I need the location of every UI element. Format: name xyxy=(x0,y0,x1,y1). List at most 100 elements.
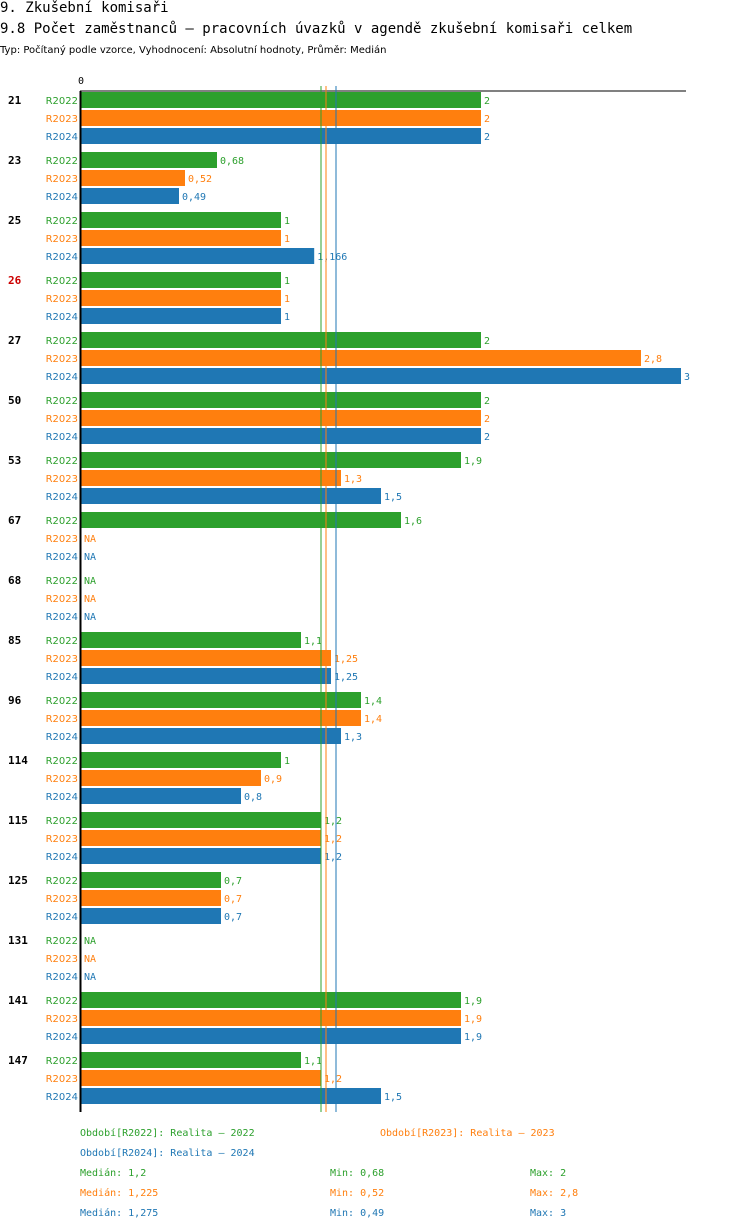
category-label-141: 141 xyxy=(8,994,28,1007)
bar-85-R2024 xyxy=(81,668,331,684)
legend-max-r2023: Max: 2,8 xyxy=(530,1188,579,1199)
series-label-125-R2024: R2024 xyxy=(46,912,78,923)
value-label-115-R2022: 1,2 xyxy=(324,816,342,827)
category-label-115: 115 xyxy=(8,814,28,827)
series-label-96-R2024: R2024 xyxy=(46,732,78,743)
value-label-23-R2022: 0,68 xyxy=(220,156,244,167)
category-label-131: 131 xyxy=(8,934,28,947)
value-label-26-R2024: 1 xyxy=(284,312,290,323)
value-label-50-R2024: 2 xyxy=(484,432,490,443)
value-label-21-R2022: 2 xyxy=(484,96,490,107)
value-label-26-R2022: 1 xyxy=(284,276,290,287)
category-label-23: 23 xyxy=(8,154,21,167)
series-label-23-R2024: R2024 xyxy=(46,192,78,203)
series-label-68-R2023: R2023 xyxy=(46,594,78,605)
chart-subtitle: Typ: Počítaný podle vzorce, Vyhodnocení:… xyxy=(0,45,387,56)
value-label-23-R2023: 0,52 xyxy=(188,174,212,185)
bar-85-R2023 xyxy=(81,650,331,666)
bar-23-R2023 xyxy=(81,170,185,186)
x-axis-zero-label: 0 xyxy=(78,76,84,87)
bar-27-R2024 xyxy=(81,368,681,384)
series-label-85-R2022: R2022 xyxy=(46,636,78,647)
bar-21-R2023 xyxy=(81,110,481,126)
value-label-114-R2023: 0,9 xyxy=(264,774,282,785)
value-label-147-R2022: 1,1 xyxy=(304,1056,322,1067)
bar-53-R2023 xyxy=(81,470,341,486)
value-label-141-R2024: 1,9 xyxy=(464,1032,482,1043)
value-label-53-R2022: 1,9 xyxy=(464,456,482,467)
value-label-27-R2022: 2 xyxy=(484,336,490,347)
series-label-114-R2023: R2023 xyxy=(46,774,78,785)
bar-50-R2023 xyxy=(81,410,481,426)
series-label-21-R2023: R2023 xyxy=(46,114,78,125)
value-label-21-R2023: 2 xyxy=(484,114,490,125)
bar-25-R2023 xyxy=(81,230,281,246)
value-label-25-R2023: 1 xyxy=(284,234,290,245)
legend-min-r2024: Min: 0,49 xyxy=(330,1208,385,1219)
series-label-25-R2022: R2022 xyxy=(46,216,78,227)
value-label-67-R2022: 1,6 xyxy=(404,516,422,527)
series-label-23-R2022: R2022 xyxy=(46,156,78,167)
series-label-147-R2024: R2024 xyxy=(46,1092,78,1103)
series-label-50-R2024: R2024 xyxy=(46,432,78,443)
series-label-23-R2023: R2023 xyxy=(46,174,78,185)
bar-141-R2024 xyxy=(81,1028,461,1044)
legend-period-r2022: Období[R2022]: Realita – 2022 xyxy=(80,1128,255,1139)
bar-141-R2023 xyxy=(81,1010,461,1026)
value-label-25-R2022: 1 xyxy=(284,216,290,227)
series-label-115-R2022: R2022 xyxy=(46,816,78,827)
series-label-26-R2023: R2023 xyxy=(46,294,78,305)
series-label-125-R2022: R2022 xyxy=(46,876,78,887)
bar-96-R2022 xyxy=(81,692,361,708)
value-label-23-R2024: 0,49 xyxy=(182,192,206,203)
bar-27-R2023 xyxy=(81,350,641,366)
value-label-96-R2023: 1,4 xyxy=(364,714,382,725)
series-label-114-R2024: R2024 xyxy=(46,792,78,803)
legend-median-r2024: Medián: 1,275 xyxy=(80,1208,159,1219)
value-label-114-R2024: 0,8 xyxy=(244,792,262,803)
series-label-131-R2023: R2023 xyxy=(46,954,78,965)
value-label-25-R2024: 1,166 xyxy=(317,252,347,263)
category-label-68: 68 xyxy=(8,574,21,587)
bar-50-R2022 xyxy=(81,392,481,408)
series-label-26-R2024: R2024 xyxy=(46,312,78,323)
value-label-147-R2024: 1,5 xyxy=(384,1092,402,1103)
bar-96-R2024 xyxy=(81,728,341,744)
value-label-27-R2023: 2,8 xyxy=(644,354,662,365)
bar-23-R2024 xyxy=(81,188,179,204)
value-label-27-R2024: 3 xyxy=(684,372,690,383)
series-label-96-R2023: R2023 xyxy=(46,714,78,725)
category-label-114: 114 xyxy=(8,754,28,767)
series-label-141-R2024: R2024 xyxy=(46,1032,78,1043)
series-label-114-R2022: R2022 xyxy=(46,756,78,767)
bar-26-R2024 xyxy=(81,308,281,324)
na-label-67-R2023: NA xyxy=(84,534,96,545)
series-label-85-R2024: R2024 xyxy=(46,672,78,683)
na-label-131-R2022: NA xyxy=(84,936,96,947)
na-label-68-R2023: NA xyxy=(84,594,96,605)
category-label-85: 85 xyxy=(8,634,21,647)
series-label-115-R2023: R2023 xyxy=(46,834,78,845)
value-label-50-R2022: 2 xyxy=(484,396,490,407)
series-label-21-R2024: R2024 xyxy=(46,132,78,143)
value-label-125-R2022: 0,7 xyxy=(224,876,242,887)
series-label-68-R2024: R2024 xyxy=(46,612,78,623)
bar-21-R2024 xyxy=(81,128,481,144)
value-label-96-R2022: 1,4 xyxy=(364,696,382,707)
value-label-21-R2024: 2 xyxy=(484,132,490,143)
na-label-131-R2023: NA xyxy=(84,954,96,965)
series-label-147-R2022: R2022 xyxy=(46,1056,78,1067)
na-label-68-R2022: NA xyxy=(84,576,96,587)
bar-27-R2022 xyxy=(81,332,481,348)
series-label-131-R2024: R2024 xyxy=(46,972,78,983)
legend-min-r2022: Min: 0,68 xyxy=(330,1168,385,1179)
series-label-67-R2022: R2022 xyxy=(46,516,78,527)
value-label-50-R2023: 2 xyxy=(484,414,490,425)
bar-85-R2022 xyxy=(81,632,301,648)
series-label-125-R2023: R2023 xyxy=(46,894,78,905)
category-label-26: 26 xyxy=(8,274,22,287)
value-label-85-R2023: 1,25 xyxy=(334,654,358,665)
value-label-125-R2024: 0,7 xyxy=(224,912,242,923)
bar-114-R2023 xyxy=(81,770,261,786)
legend-median-r2023: Medián: 1,225 xyxy=(80,1188,159,1199)
